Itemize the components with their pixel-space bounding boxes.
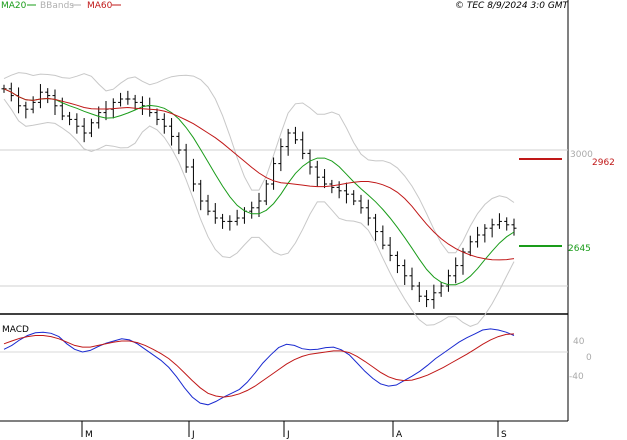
bband-lower-line (3, 98, 515, 327)
bollinger-bands (3, 72, 515, 327)
macd-signal-line (3, 333, 515, 398)
ohlc-bar (132, 94, 138, 110)
price-levels: 2962 2645 (519, 158, 615, 254)
ohlc-bar (336, 181, 342, 199)
legend-ma20-label: MA20 (1, 1, 27, 11)
ohlc-bar (475, 226, 481, 248)
macd-tick-neg40: -40 (569, 372, 584, 382)
x-tick-label: M (85, 430, 93, 440)
ohlc-bar (489, 218, 495, 238)
ohlc-bar (278, 138, 284, 172)
ohlc-bar (67, 111, 73, 126)
ohlc-bar (125, 90, 131, 105)
ohlc-bar (292, 126, 298, 144)
ohlc-bar (227, 215, 233, 231)
legend-bbands-label: BBands (40, 1, 74, 11)
ohlc-bar (16, 87, 22, 114)
ohlc-bar (30, 96, 36, 114)
legend-ma60-label: MA60 (87, 1, 113, 11)
ohlc-bar (380, 225, 386, 250)
ohlc-bar (96, 106, 102, 129)
ohlc-bar (402, 259, 408, 285)
ohlc-bar (307, 149, 313, 175)
ohlc-bar (147, 97, 153, 117)
ohlc-bar (351, 190, 357, 206)
ohlc-bar (81, 118, 87, 143)
ohlc-bar (504, 217, 510, 231)
macd-tick-40: 40 (573, 337, 585, 347)
ohlc-bar (220, 213, 226, 229)
ohlc-bar (139, 96, 145, 115)
ohlc-bar (285, 128, 291, 156)
x-tick-label: J (286, 430, 290, 440)
ohlc-bar (416, 281, 422, 302)
macd-lines (3, 328, 515, 406)
x-tick-label: S (501, 430, 507, 440)
ohlc-bar (190, 158, 196, 192)
ohlc-bar (467, 235, 473, 257)
ohlc-bar (52, 89, 58, 115)
price-bars (1, 82, 517, 309)
price-level-label: 2645 (568, 244, 591, 254)
x-tick-label: A (396, 430, 403, 440)
copyright-text: © TEC 8/9/2024 3:0 GMT (455, 1, 570, 11)
ohlc-bar (496, 213, 502, 229)
ohlc-bar (329, 179, 335, 194)
price-level-2645: 2645 (519, 244, 591, 254)
ohlc-bar (431, 284, 437, 309)
ohlc-bar (88, 118, 94, 138)
ohlc-bar (445, 269, 451, 292)
ohlc-bar (387, 237, 393, 262)
ohlc-bar (358, 194, 364, 214)
ohlc-bar (482, 224, 488, 243)
x-tick-label: J (191, 430, 195, 440)
ohlc-bar (176, 132, 182, 155)
macd-title: MACD (2, 325, 29, 335)
ohlc-bar (256, 192, 262, 217)
price-level-label: 2962 (592, 158, 615, 168)
ohlc-bar (438, 281, 444, 297)
price-level-2962: 2962 (519, 158, 615, 168)
ohlc-bar (322, 169, 328, 189)
moving-averages (3, 88, 515, 286)
ohlc-bar (154, 108, 160, 126)
ohlc-bar (409, 267, 415, 291)
ohlc-bar (343, 182, 349, 204)
macd-macd-line (3, 328, 515, 406)
ohlc-bar (45, 88, 51, 104)
ohlc-bar (205, 194, 211, 216)
ohlc-bar (249, 201, 255, 219)
ma20-line (3, 88, 515, 286)
ohlc-bar (74, 113, 80, 134)
ohlc-bar (263, 179, 269, 206)
ma60-line (3, 88, 515, 261)
ohlc-bar (183, 143, 189, 173)
ohlc-bar (394, 251, 400, 274)
ohlc-bar (23, 101, 29, 119)
ohlc-bar (511, 218, 517, 236)
price-tick-3000: 3000 (570, 150, 593, 160)
ohlc-bar (271, 157, 277, 190)
ohlc-bar (373, 213, 379, 241)
ohlc-bar (118, 92, 124, 107)
ohlc-bar (234, 209, 240, 226)
bband-upper-line (3, 72, 515, 254)
ohlc-bar (198, 179, 204, 211)
legend: MA20 BBands MA60 (1, 1, 121, 11)
ohlc-bar (300, 131, 306, 160)
ohlc-bar (161, 113, 167, 134)
ohlc-bar (453, 257, 459, 284)
ohlc-bar (169, 118, 175, 146)
ohlc-bar (37, 84, 43, 109)
ohlc-bar (365, 199, 371, 226)
chart-frame (0, 0, 569, 422)
ohlc-bar (314, 160, 320, 187)
ohlc-bar (212, 203, 218, 224)
macd-tick-0: 0 (586, 353, 592, 363)
ohlc-bar (424, 290, 430, 308)
